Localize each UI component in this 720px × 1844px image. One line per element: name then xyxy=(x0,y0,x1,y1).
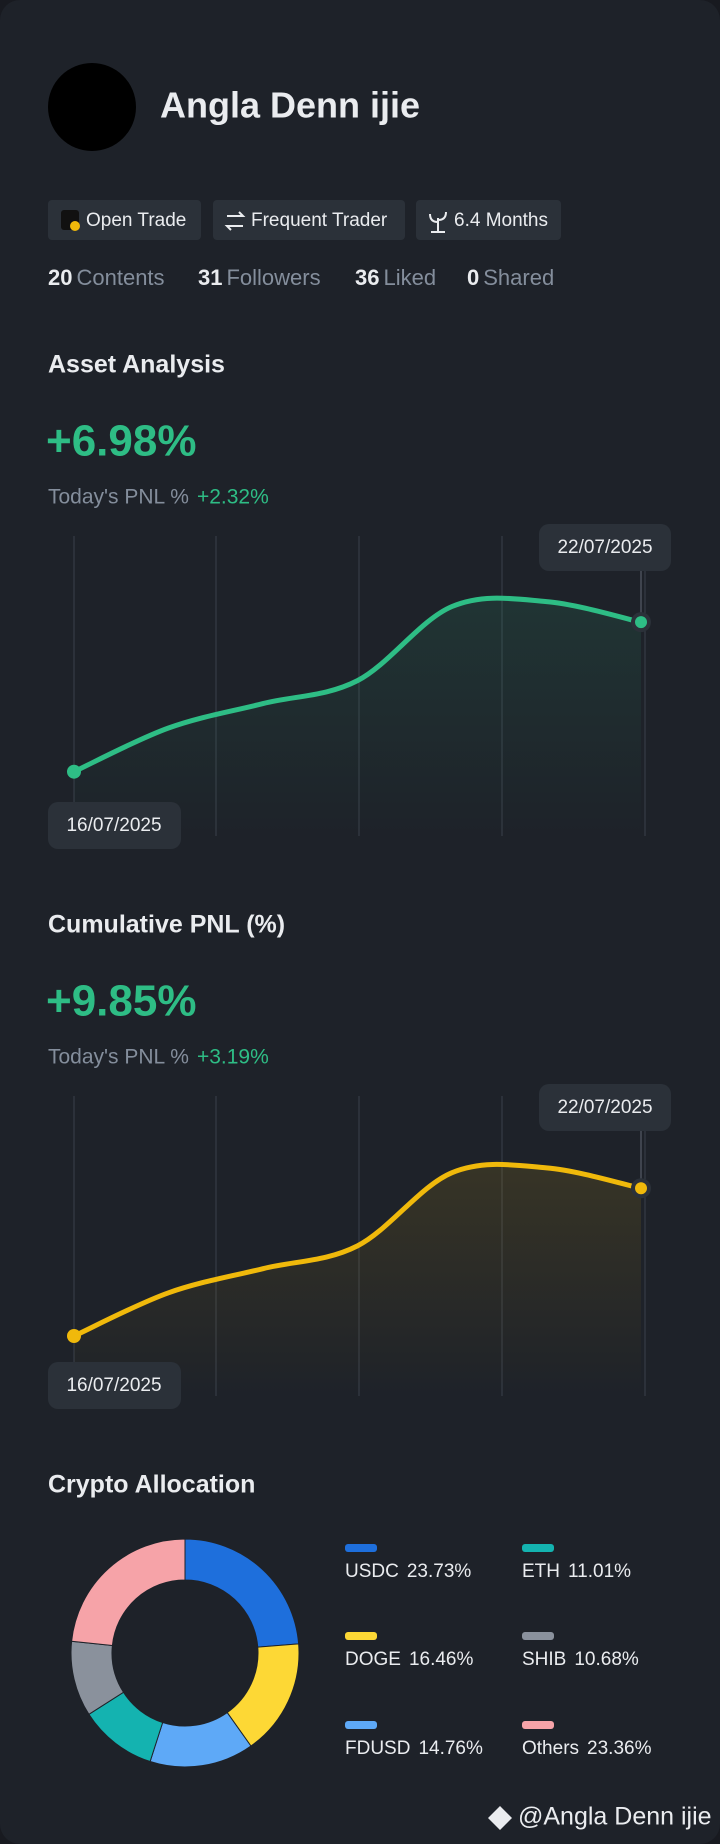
end-point-inner xyxy=(635,616,647,629)
section-title: Crypto Allocation xyxy=(48,1471,255,1499)
stat-label: Liked xyxy=(383,265,436,290)
profile-name: Angla Denn ijie xyxy=(160,85,420,126)
date-tooltip xyxy=(539,1084,671,1131)
date-tooltip xyxy=(48,1362,181,1409)
footer-handle: @Angla Denn ijie xyxy=(518,1803,712,1831)
legend-value: 14.76% xyxy=(418,1738,483,1759)
badge-label: Frequent Trader xyxy=(251,210,388,231)
section-title: Cumulative PNL (%) xyxy=(48,911,285,939)
stat-label: Shared xyxy=(483,265,554,290)
stat-count: 20 xyxy=(48,265,72,290)
stat-count: 0 xyxy=(467,265,479,290)
line xyxy=(71,595,644,775)
end-date: 22/07/2025 xyxy=(557,1097,652,1118)
donut-segment xyxy=(71,1538,186,1647)
legend-name: SHIB xyxy=(522,1649,566,1670)
badge xyxy=(48,200,201,240)
pnl-change: +3.19% xyxy=(197,1046,269,1069)
stat-count: 31 xyxy=(198,265,222,290)
pnl-label: Today's PNL % xyxy=(48,1046,189,1069)
date-tooltip xyxy=(48,802,181,849)
section-title: Asset Analysis xyxy=(48,351,225,379)
legend-name: Others xyxy=(522,1738,579,1759)
legend-value: 11.01% xyxy=(568,1561,631,1582)
stat-count: 36 xyxy=(355,265,379,290)
line-area xyxy=(74,598,641,836)
date-tooltip xyxy=(539,524,671,571)
headline-value: +9.85% xyxy=(46,977,196,1026)
badge xyxy=(416,200,561,240)
legend-value: 23.36% xyxy=(587,1738,652,1759)
legend-name: FDUSD xyxy=(345,1738,410,1759)
pnl-change: +2.32% xyxy=(197,486,269,509)
footer-logo xyxy=(488,1806,512,1830)
badge xyxy=(213,200,405,240)
legend-swatch xyxy=(345,1721,377,1729)
legend-name: ETH xyxy=(522,1561,560,1582)
end-date: 22/07/2025 xyxy=(557,537,652,558)
legend-swatch xyxy=(345,1632,377,1640)
pnl-label: Today's PNL % xyxy=(48,486,189,509)
legend-value: 10.68% xyxy=(574,1649,639,1670)
start-date: 16/07/2025 xyxy=(66,815,161,836)
badge-label: Open Trade xyxy=(86,210,186,231)
line xyxy=(71,1161,644,1339)
stat-label: Followers xyxy=(226,265,320,290)
badge-icon xyxy=(429,211,447,233)
badge-label: 6.4 Months xyxy=(454,210,548,231)
legend-swatch xyxy=(522,1632,554,1640)
legend-value: 23.73% xyxy=(407,1561,472,1582)
legend-name: DOGE xyxy=(345,1649,401,1670)
start-point xyxy=(67,1329,81,1343)
legend-value: 16.46% xyxy=(409,1649,474,1670)
line-area xyxy=(74,1164,641,1396)
legend-name: USDC xyxy=(345,1561,399,1582)
avatar xyxy=(48,63,136,151)
legend-swatch xyxy=(522,1544,554,1552)
legend-swatch xyxy=(345,1544,377,1552)
badge-icon xyxy=(224,211,246,231)
end-point-inner xyxy=(635,1182,647,1195)
start-point xyxy=(67,764,81,779)
start-date: 16/07/2025 xyxy=(66,1375,161,1396)
legend-swatch xyxy=(522,1721,554,1729)
badge-icon xyxy=(70,221,80,231)
headline-value: +6.98% xyxy=(46,417,196,466)
stat-label: Contents xyxy=(76,265,164,290)
